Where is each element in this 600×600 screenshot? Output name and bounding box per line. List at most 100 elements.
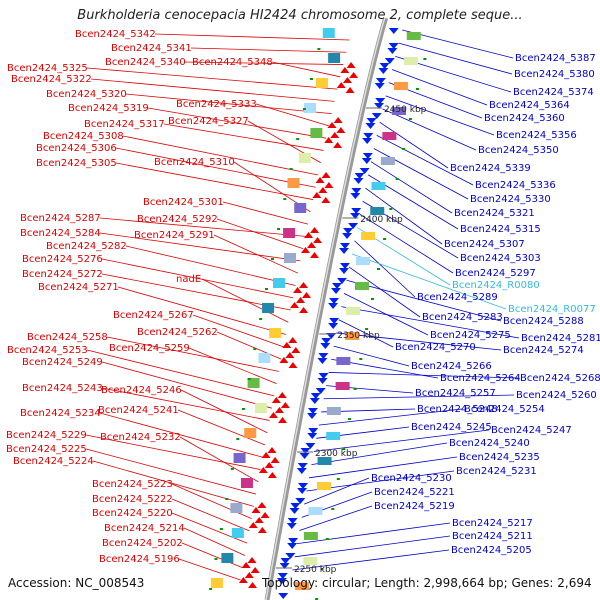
gene-label-left[interactable]: Bcen2424_5276 — [22, 254, 103, 265]
reverse-gene-arrow — [318, 353, 329, 359]
gene-label-right[interactable]: Bcen2424_5330 — [470, 194, 551, 205]
gene-label-left[interactable]: Bcen2424_5229 — [6, 430, 87, 441]
gene-label-right[interactable]: Bcen2424_5219 — [374, 501, 455, 512]
gene-label-left[interactable]: Bcen2424_5241 — [98, 405, 179, 416]
gene-label-right[interactable]: Bcen2424_5254 — [464, 404, 545, 415]
gene-label-left[interactable]: Bcen2424_5271 — [38, 282, 119, 293]
gene-label-left[interactable]: Bcen2424_5327 — [168, 116, 249, 127]
gene-label-right[interactable]: Bcen2424_5240 — [449, 438, 530, 449]
gene-label-left[interactable]: Bcen2424_5333 — [176, 99, 257, 110]
gene-label-left[interactable]: Bcen2424_5202 — [102, 538, 183, 549]
gene-label-right[interactable]: Bcen2424_5247 — [491, 425, 572, 436]
gene-label-right[interactable]: Bcen2424_5268 — [520, 373, 600, 384]
gene-label-right[interactable]: Bcen2424_5315 — [460, 224, 541, 235]
forward-gene-arrow — [324, 182, 334, 188]
gene-label-left[interactable]: Bcen2424_5308 — [43, 131, 124, 142]
gene-label-right[interactable]: Bcen2424_5270 — [395, 342, 476, 353]
cog-block — [233, 453, 246, 463]
gene-label-right[interactable]: Bcen2424_5274 — [503, 345, 584, 356]
gene-label-right[interactable]: Bcen2424_5374 — [513, 87, 594, 98]
gene-label-left[interactable]: Bcen2424_5214 — [104, 523, 185, 534]
gene-label-right[interactable]: Bcen2424_5211 — [452, 531, 533, 542]
gene-label-left[interactable]: Bcen2424_5196 — [99, 554, 180, 565]
gene-label-left[interactable]: Bcen2424_5301 — [143, 197, 224, 208]
gene-label-left[interactable]: Bcen2424_5305 — [36, 158, 117, 169]
gene-label-left[interactable]: Bcen2424_5348 — [192, 57, 273, 68]
forward-gene-arrow — [251, 507, 261, 513]
gene-label-left[interactable]: Bcen2424_5282 — [46, 241, 127, 252]
gene-label-right[interactable]: Bcen2424_5350 — [478, 145, 559, 156]
gene-label-left[interactable]: Bcen2424_5225 — [6, 444, 87, 455]
gene-label-right[interactable]: Bcen2424_5281 — [521, 333, 600, 344]
gene-label-left[interactable]: Bcen2424_5292 — [137, 214, 218, 225]
gene-label-right[interactable]: Bcen2424_5217 — [452, 518, 533, 529]
gene-label-right[interactable]: Bcen2424_5235 — [459, 452, 540, 463]
gene-label-left[interactable]: Bcen2424_5267 — [113, 310, 194, 321]
gene-label-right[interactable]: Bcen2424_5364 — [489, 100, 570, 111]
gene-label-right[interactable]: Bcen2424_5205 — [451, 545, 532, 556]
reverse-gene-arrow — [307, 433, 318, 439]
gene-label-right[interactable]: Bcen2424_5245 — [411, 422, 492, 433]
gene-label-right[interactable]: Bcen2424_5260 — [516, 390, 597, 401]
gene-label-left[interactable]: Bcen2424_5262 — [137, 327, 218, 338]
gene-label-right[interactable]: Bcen2424_5339 — [450, 163, 531, 174]
gene-label-right[interactable]: Bcen2424_5221 — [374, 487, 455, 498]
leader-line — [308, 456, 458, 479]
gene-label-right[interactable]: Bcen2424_5266 — [411, 361, 492, 372]
gene-label-right[interactable]: Bcen2424_5231 — [456, 466, 537, 477]
gene-label-left[interactable]: Bcen2424_5287 — [20, 213, 101, 224]
gene-label-right[interactable]: Bcen2424_5321 — [454, 208, 535, 219]
gene-label-right[interactable]: Bcen2424_5257 — [415, 388, 496, 399]
gene-label-right[interactable]: Bcen2424_5288 — [503, 316, 584, 327]
gene-label-left[interactable]: Bcen2424_5322 — [11, 74, 92, 85]
gene-label-right[interactable]: Bcen2424_5275 — [430, 330, 511, 341]
gene-label-right[interactable]: Bcen2424_R0077 — [508, 304, 596, 315]
gene-label-right[interactable]: Bcen2424_5387 — [515, 53, 596, 64]
gene-label-right[interactable]: Bcen2424_5360 — [484, 113, 565, 124]
gene-label-left[interactable]: Bcen2424_5249 — [22, 357, 103, 368]
gene-label-left[interactable]: Bcen2424_5220 — [92, 508, 173, 519]
gene-label-right[interactable]: Bcen2424_5283 — [422, 312, 503, 323]
gene-label-right[interactable]: Bcen2424_5380 — [514, 69, 595, 80]
gene-label-right[interactable]: Bcen2424_5307 — [444, 239, 525, 250]
gene-label-left[interactable]: Bcen2424_5340 — [105, 57, 186, 68]
gene-label-left[interactable]: Bcen2424_5306 — [36, 143, 117, 154]
gene-label-right[interactable]: Bcen2424_5297 — [455, 268, 536, 279]
gene-label-right[interactable]: Bcen2424_R0080 — [452, 280, 540, 291]
gene-label-right[interactable]: Bcen2424_5230 — [371, 473, 452, 484]
gene-label-left[interactable]: Bcen2424_5310 — [154, 157, 235, 168]
gene-label-left[interactable]: Bcen2424_5258 — [27, 332, 108, 343]
gene-label-left[interactable]: Bcen2424_5259 — [109, 343, 190, 354]
gene-label-left[interactable]: Bcen2424_5243 — [22, 383, 103, 394]
gene-label-right[interactable]: Bcen2424_5289 — [417, 292, 498, 303]
gene-label-left[interactable]: Bcen2424_5272 — [22, 269, 103, 280]
gene-label-left[interactable]: Bcen2424_5291 — [134, 230, 215, 241]
gene-label-right[interactable]: Bcen2424_5248 — [417, 404, 498, 415]
gene-label-left[interactable]: Bcen2424_5341 — [111, 43, 192, 54]
gene-label-left[interactable]: Bcen2424_5234 — [20, 408, 101, 419]
gene-label-left[interactable]: Bcen2424_5342 — [75, 29, 156, 40]
gene-label-left[interactable]: Bcen2424_5224 — [13, 456, 94, 467]
gene-label-left[interactable]: Bcen2424_5317 — [84, 119, 165, 130]
gene-label-left[interactable]: nadE — [176, 274, 201, 285]
gene-label-left[interactable]: Bcen2424_5320 — [46, 89, 127, 100]
gene-label-left[interactable]: Bcen2424_5246 — [101, 385, 182, 396]
marker-tick — [423, 58, 427, 60]
gene-label-right[interactable]: Bcen2424_5336 — [475, 180, 556, 191]
leader-line — [311, 442, 448, 466]
leader-line — [171, 512, 248, 544]
gene-label-left[interactable]: Bcen2424_5325 — [7, 63, 88, 74]
gene-label-left[interactable]: Bcen2424_5223 — [92, 479, 173, 490]
gene-label-right[interactable]: Bcen2424_5264 — [440, 373, 521, 384]
gene-label-left[interactable]: Bcen2424_5319 — [68, 103, 149, 114]
gene-label-left[interactable]: Bcen2424_5222 — [92, 494, 173, 505]
gene-label-left[interactable]: Bcen2424_5253 — [7, 345, 88, 356]
gene-label-left[interactable]: Bcen2424_5284 — [20, 228, 101, 239]
scale-label: 2350 kbp — [337, 331, 380, 341]
gene-label-left[interactable]: Bcen2424_5232 — [100, 432, 181, 443]
gene-label-right[interactable]: Bcen2424_5356 — [496, 130, 577, 141]
marker-tick — [353, 388, 357, 390]
gene-label-right[interactable]: Bcen2424_5303 — [460, 253, 541, 264]
reverse-gene-arrow — [320, 343, 331, 349]
forward-gene-arrow — [299, 282, 309, 288]
